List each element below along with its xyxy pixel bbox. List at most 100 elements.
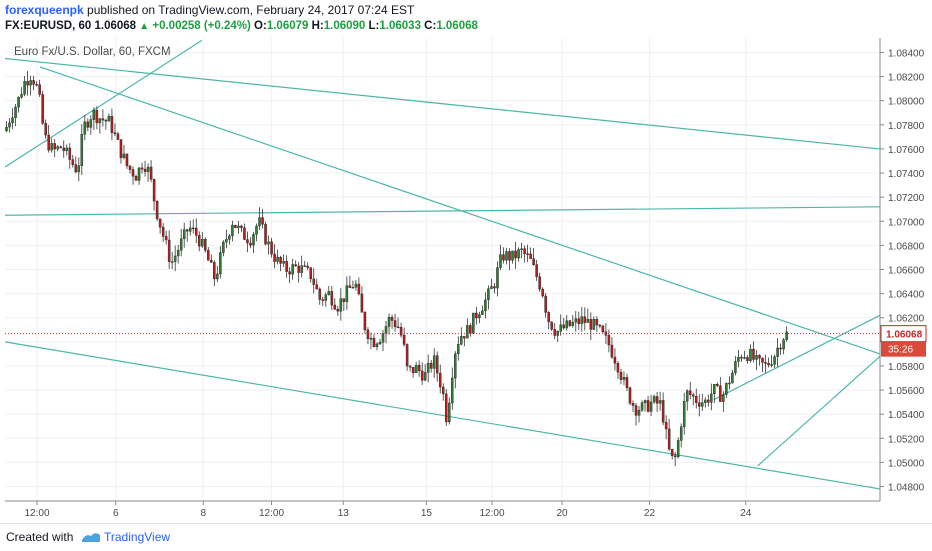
candle-up	[92, 110, 96, 120]
candle-up	[300, 265, 303, 273]
candle-down	[62, 147, 65, 152]
candle-down	[128, 165, 132, 170]
y-tick-label: 1.06400	[888, 290, 925, 301]
candle-up	[658, 400, 662, 404]
candle-down	[655, 396, 659, 404]
open-value: 1.06079	[266, 20, 309, 32]
candle-down	[691, 394, 695, 397]
price-chart[interactable]: 1.08400 1.08200 1.08000 1.07800 1.07600 1.074…	[4, 38, 927, 521]
candle-down	[198, 235, 201, 247]
candle-down	[508, 251, 511, 261]
chart-title: Euro Fx/U.S. Dollar, 60, FXCM	[14, 46, 171, 58]
candle-down	[318, 288, 322, 300]
candle-down	[634, 405, 638, 416]
candle-down	[264, 223, 267, 245]
candle-up	[499, 254, 502, 268]
candle-up	[770, 364, 773, 366]
candle-up	[622, 377, 626, 380]
candle-up	[652, 396, 656, 403]
candle-down	[595, 319, 599, 326]
candle-down	[161, 226, 165, 237]
candle-up	[50, 143, 53, 151]
candle-up	[457, 344, 460, 354]
candle-up	[580, 316, 584, 324]
y-tick-label: 1.07800	[888, 121, 925, 132]
candle-up	[676, 440, 680, 458]
candle-down	[541, 288, 544, 297]
candle-down	[185, 229, 189, 232]
candle-down	[670, 448, 674, 456]
tradingview-brand-link[interactable]: TradingView	[104, 530, 171, 544]
candle-up	[423, 372, 427, 381]
candle-down	[746, 357, 749, 361]
candle-up	[460, 336, 463, 345]
candle-up	[378, 342, 382, 345]
axes-group: 1.08400 1.08200 1.08000 1.07800 1.07600 1.074…	[5, 38, 927, 519]
candle-down	[625, 377, 629, 388]
candle-down	[628, 387, 632, 404]
candle-up	[201, 238, 204, 247]
up-arrow-icon: ▲	[139, 21, 150, 32]
y-tick-label: 1.06600	[888, 266, 925, 277]
candle-down	[288, 271, 291, 275]
candle-up	[98, 118, 102, 124]
candle-up	[487, 288, 490, 301]
candle-down	[119, 139, 123, 158]
close-value: 1.06068	[436, 20, 478, 32]
candle-up	[592, 319, 596, 330]
candle-up	[565, 320, 568, 329]
candle-up	[571, 321, 575, 326]
candle-up	[354, 283, 358, 288]
candle-up	[122, 153, 126, 158]
trendline[interactable]	[713, 314, 881, 401]
chart-svg[interactable]: 1.08400 1.08200 1.08000 1.07800 1.07600 1.074…	[4, 38, 927, 521]
candle-down	[47, 134, 50, 151]
candle-down	[779, 347, 782, 350]
candle-down	[38, 84, 41, 95]
y-tick-label: 1.06200	[888, 314, 925, 325]
candle-down	[309, 267, 312, 280]
candle-down	[113, 132, 117, 134]
candle-down	[53, 143, 56, 150]
candle-up	[559, 324, 562, 332]
candle-down	[315, 284, 318, 290]
candle-up	[451, 377, 454, 404]
candle-up	[216, 273, 219, 280]
candle-down	[155, 200, 159, 220]
author-link[interactable]: forexqueenpk	[5, 3, 84, 17]
quote-line: FX:EURUSD, 60 1.06068 ▲ +0.00258 (+0.24%…	[5, 20, 478, 32]
candle-up	[484, 299, 487, 312]
trendline[interactable]	[4, 341, 881, 490]
candle-up	[252, 234, 255, 246]
candle-up	[219, 252, 222, 275]
candle-down	[149, 166, 153, 180]
candle-up	[782, 339, 785, 350]
candle-up	[381, 333, 385, 343]
candle-up	[137, 167, 141, 181]
candle-up	[496, 267, 499, 289]
candle-up	[776, 347, 779, 357]
open-label: O:	[254, 20, 267, 32]
candle-up	[574, 318, 578, 323]
candle-down	[417, 364, 421, 372]
symbol-timeframe: FX:EURUSD, 60	[5, 20, 92, 32]
candle-down	[589, 319, 593, 330]
candle-down	[336, 308, 340, 312]
y-tick-label: 1.07000	[888, 217, 925, 228]
candle-down	[438, 372, 442, 388]
candle-up	[258, 217, 261, 227]
trendline[interactable]	[4, 206, 881, 216]
candle-up	[785, 331, 788, 340]
trendline-group[interactable]	[4, 39, 881, 490]
candle-down	[372, 337, 376, 347]
y-tick-label: 1.05600	[888, 386, 925, 397]
trendline[interactable]	[757, 355, 881, 467]
low-label: L:	[368, 20, 380, 32]
trendline[interactable]	[4, 39, 203, 168]
candle-down	[616, 362, 620, 373]
candle-down	[740, 356, 743, 359]
candle-down	[631, 403, 635, 406]
candle-down	[550, 321, 553, 330]
trendline[interactable]	[4, 57, 881, 150]
candle-down	[273, 253, 276, 262]
